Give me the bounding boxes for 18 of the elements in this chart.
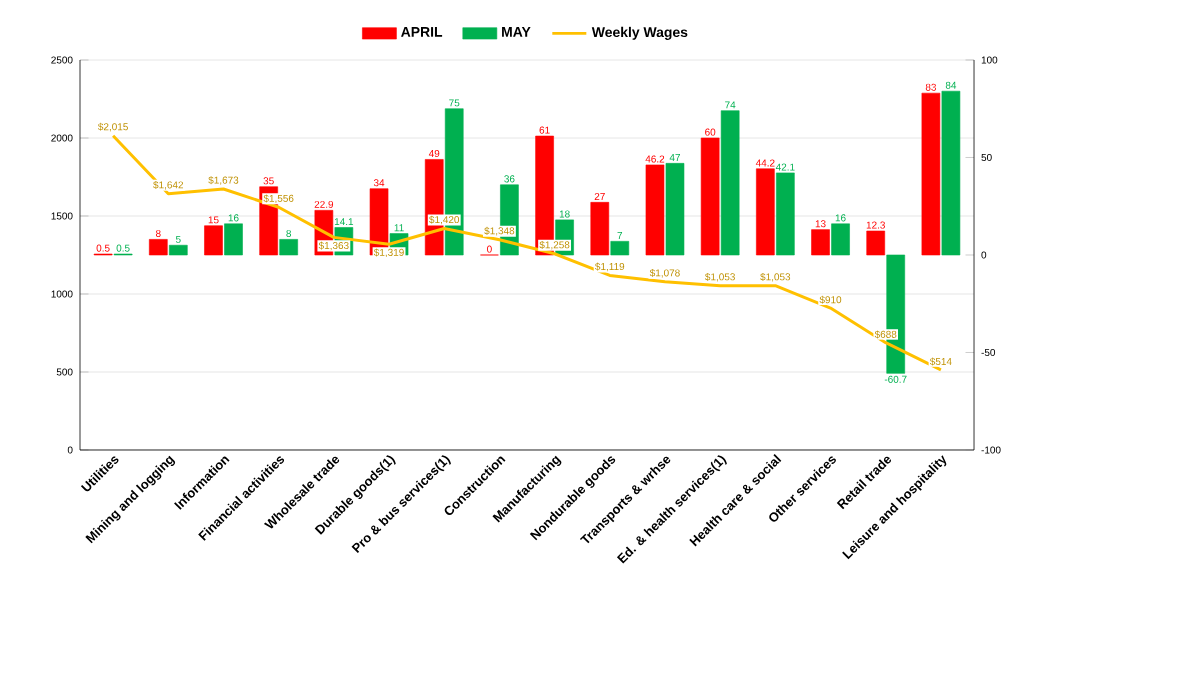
bar: [831, 223, 850, 256]
bar: [811, 229, 830, 256]
bar: [224, 223, 243, 256]
bar: [700, 137, 720, 256]
bar: [279, 239, 298, 256]
bar: [866, 230, 886, 256]
bar: [921, 92, 941, 256]
bar: [720, 110, 740, 256]
bar: [941, 90, 961, 256]
bar: [756, 168, 775, 256]
bar: [665, 163, 685, 256]
bar: [169, 244, 188, 256]
bar: [776, 172, 795, 256]
bar: [610, 241, 630, 256]
bar: [149, 239, 168, 256]
bar: [204, 225, 223, 256]
bar: [590, 202, 610, 256]
bar: [645, 164, 665, 256]
